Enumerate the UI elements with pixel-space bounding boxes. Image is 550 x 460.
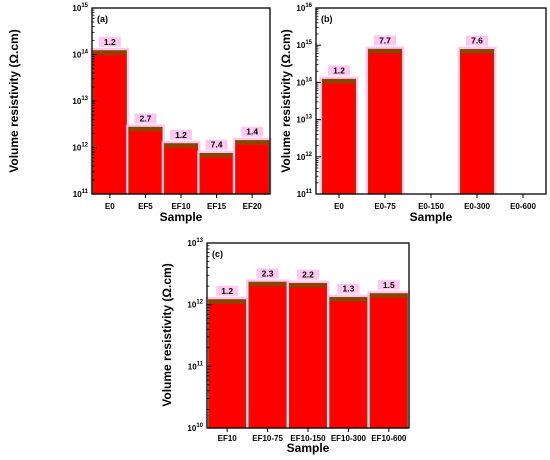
data-label-ef10-600: 1.5 xyxy=(383,280,395,290)
y-tick-label: 1011 xyxy=(297,189,313,199)
bar-ef10 xyxy=(163,143,199,195)
data-label-bg xyxy=(98,36,121,47)
data-label-ef10: 1.2 xyxy=(175,130,187,140)
panel-label: (c) xyxy=(212,249,223,259)
bar-e0-300 xyxy=(459,49,495,195)
y-tick-label: 1011 xyxy=(73,189,89,199)
y-tick-label: 1012 xyxy=(72,143,88,153)
data-label-bg xyxy=(337,283,360,294)
data-label-bg xyxy=(205,139,228,150)
data-label-ef10: 1.2 xyxy=(221,286,233,296)
y-tick-label: 1011 xyxy=(188,361,204,371)
bar-cap-ef15 xyxy=(200,153,234,158)
bar-e0 xyxy=(92,50,127,195)
y-tick-label: 1013 xyxy=(72,96,88,106)
x-tick-label-ef10-600: EF10-600 xyxy=(371,434,407,443)
y-tick-label: 1015 xyxy=(72,3,88,13)
data-label-bg xyxy=(170,129,192,140)
data-label-ef5: 2.7 xyxy=(139,113,151,123)
bar-e0 xyxy=(321,78,357,195)
data-label-ef10-300: 1.3 xyxy=(342,284,354,294)
chart-panel-2: 1.2 E0 7.7 E0-75 E0-150 7.6 E0-300 E0-600 1011 10… xyxy=(279,3,547,224)
bar-ef10-150 xyxy=(288,282,328,429)
x-tick-label-ef10-75: EF10-75 xyxy=(252,434,283,443)
data-label-e0-75: 7.7 xyxy=(379,35,391,45)
x-tick-label-ef10: EF10 xyxy=(171,202,191,211)
x-axis-title: Sample xyxy=(410,210,453,224)
x-tick-label-ef20: EF20 xyxy=(243,202,263,211)
x-tick-label-ef10: EF10 xyxy=(218,434,238,443)
chart-panel-1: 1.2 E0 2.7 EF5 1.2 EF10 7.4 EF15 1.4 EF20 1011 1012… xyxy=(7,3,272,224)
bar-cap-e0-300 xyxy=(460,49,494,54)
y-tick-label: 1012 xyxy=(187,300,203,310)
x-tick-label-e0: E0 xyxy=(105,202,115,211)
bar-cap-ef10-150 xyxy=(289,283,327,288)
bar-ef10-75 xyxy=(248,281,287,429)
x-tick-label-e0-75: E0-75 xyxy=(374,202,396,211)
data-label-bg xyxy=(297,269,319,280)
y-tick-label: 1014 xyxy=(72,50,88,60)
y-axis-title: Volume resistivity (Ω.cm) xyxy=(160,263,174,406)
bar-cap-ef5 xyxy=(128,127,162,132)
x-tick-label-ef5: EF5 xyxy=(138,202,153,211)
x-tick-label-e0-600: E0-600 xyxy=(510,202,536,211)
bar-cap-e0-75 xyxy=(368,49,402,54)
y-tick-label: 1010 xyxy=(187,423,203,433)
bar-ef15 xyxy=(199,152,234,195)
bar-ef10 xyxy=(208,299,247,429)
data-label-ef20: 1.4 xyxy=(246,127,258,137)
data-label-e0-300: 7.6 xyxy=(471,36,483,46)
bar-cap-ef20 xyxy=(235,140,269,145)
y-axis-title: Volume resistivity (Ω.cm) xyxy=(279,29,293,172)
chart-panel-3: 1.2 EF10 2.3 EF10-75 2.2 EF10-150 1.3 EF10-300 1… xyxy=(160,238,411,455)
y-tick-label: 1013 xyxy=(296,115,312,125)
data-label-ef10-75: 2.3 xyxy=(262,268,274,278)
x-tick-label-e0-300: E0-300 xyxy=(464,202,490,211)
x-axis-title: Sample xyxy=(287,441,330,455)
data-label-ef10-150: 2.2 xyxy=(302,270,314,280)
data-label-bg xyxy=(374,35,396,46)
bar-cap-ef10-300 xyxy=(329,297,367,302)
data-label-bg xyxy=(328,65,350,76)
bar-ef5 xyxy=(128,126,163,195)
bar-cap-ef10 xyxy=(208,299,246,304)
panel-label: (a) xyxy=(97,14,108,24)
x-tick-label-ef10-300: EF10-300 xyxy=(331,434,367,443)
bar-ef10-600 xyxy=(369,293,408,429)
bar-cap-ef10-75 xyxy=(249,282,287,287)
y-axis-title: Volume resistivity (Ω.cm) xyxy=(7,29,21,172)
data-label-bg xyxy=(466,35,488,46)
bar-cap-ef10-600 xyxy=(370,293,408,298)
data-label-bg xyxy=(377,279,400,290)
data-label-bg xyxy=(216,285,239,296)
data-label-bg xyxy=(256,268,279,279)
bar-ef10-300 xyxy=(329,297,368,429)
plot-frame xyxy=(206,242,410,429)
bar-e0-75 xyxy=(367,48,403,195)
x-tick-label-ef10-150: EF10-150 xyxy=(290,434,326,443)
bar-cap-ef10 xyxy=(164,143,198,148)
y-tick-label: 1014 xyxy=(296,77,312,87)
bar-ef20 xyxy=(235,140,270,195)
x-tick-label-e0: E0 xyxy=(334,202,344,211)
y-tick-label: 1015 xyxy=(296,40,312,50)
data-label-bg xyxy=(241,126,264,137)
data-label-e0: 1.2 xyxy=(333,65,345,75)
y-tick-label: 1013 xyxy=(187,238,203,248)
y-tick-label: 1016 xyxy=(296,3,312,13)
data-label-bg xyxy=(134,113,157,124)
panel-label: (b) xyxy=(321,14,333,24)
x-tick-label-e0-150: E0-150 xyxy=(418,202,444,211)
y-tick-label: 1012 xyxy=(296,152,312,162)
data-label-ef15: 7.4 xyxy=(211,140,223,150)
bar-cap-e0 xyxy=(322,79,356,84)
bar-cap-e0 xyxy=(93,50,127,55)
x-axis-title: Sample xyxy=(160,210,203,224)
x-tick-label-ef15: EF15 xyxy=(207,202,227,211)
data-label-e0: 1.2 xyxy=(104,37,116,47)
plot-frame xyxy=(315,7,547,195)
